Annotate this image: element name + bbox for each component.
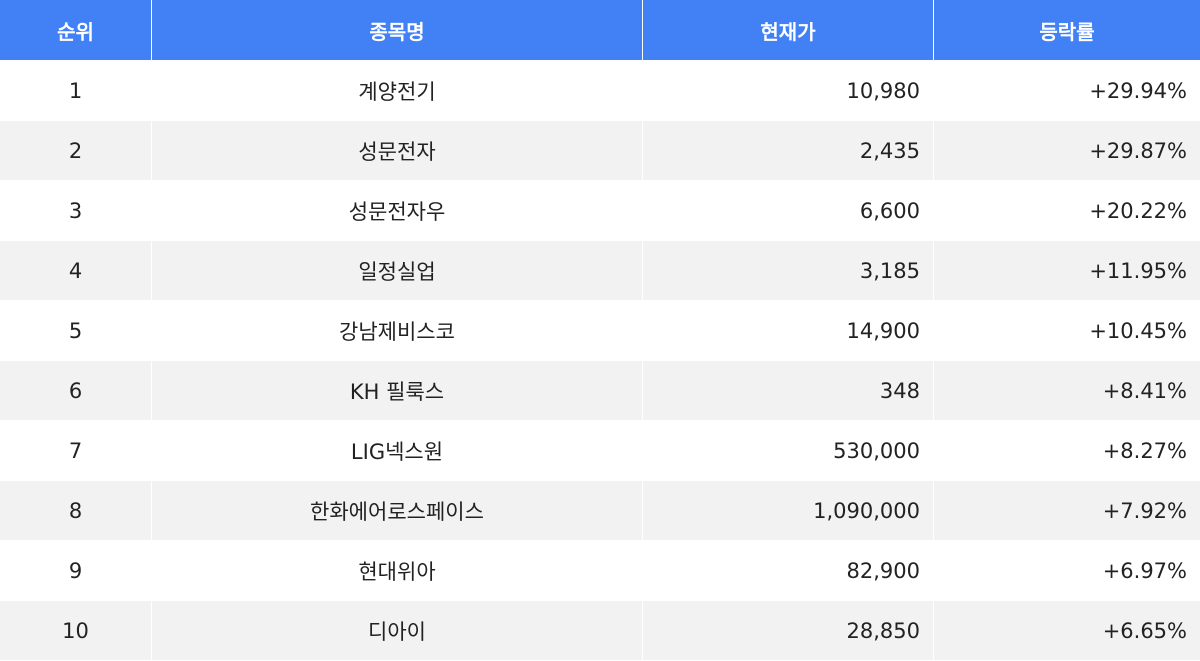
header-cell: 등락률 (934, 0, 1200, 60)
table-cell: LIG넥스원 (152, 420, 643, 480)
table-cell: 2 (0, 120, 152, 180)
table-cell: KH 필룩스 (152, 360, 643, 420)
table-cell: 계양전기 (152, 60, 643, 120)
table-cell: 4 (0, 240, 152, 300)
header-cell: 현재가 (643, 0, 934, 60)
table-cell: 3,185 (643, 240, 934, 300)
table-cell: 3 (0, 180, 152, 240)
table-cell: +6.65% (934, 600, 1200, 660)
table-cell: 9 (0, 540, 152, 600)
table-cell: +11.95% (934, 240, 1200, 300)
table-cell: 1,090,000 (643, 480, 934, 540)
table-cell: +29.94% (934, 60, 1200, 120)
table-cell: +10.45% (934, 300, 1200, 360)
header-cell: 종목명 (152, 0, 643, 60)
table-cell: +8.27% (934, 420, 1200, 480)
table-cell: +29.87% (934, 120, 1200, 180)
table-cell: 강남제비스코 (152, 300, 643, 360)
table-cell: 10,980 (643, 60, 934, 120)
table-cell: 현대위아 (152, 540, 643, 600)
header-cell: 순위 (0, 0, 152, 60)
table-cell: 디아이 (152, 600, 643, 660)
table-cell: 한화에어로스페이스 (152, 480, 643, 540)
table-cell: 530,000 (643, 420, 934, 480)
table-cell: +20.22% (934, 180, 1200, 240)
table-cell: 14,900 (643, 300, 934, 360)
table-cell: 성문전자 (152, 120, 643, 180)
table-cell: 6,600 (643, 180, 934, 240)
table-cell: 28,850 (643, 600, 934, 660)
table-cell: +8.41% (934, 360, 1200, 420)
table-cell: 8 (0, 480, 152, 540)
table-cell: 82,900 (643, 540, 934, 600)
table-cell: 10 (0, 600, 152, 660)
table-cell: 성문전자우 (152, 180, 643, 240)
table-cell: 5 (0, 300, 152, 360)
table-cell: 1 (0, 60, 152, 120)
table-cell: 6 (0, 360, 152, 420)
table-cell: 348 (643, 360, 934, 420)
table-cell: +7.92% (934, 480, 1200, 540)
table-cell: 7 (0, 420, 152, 480)
table-cell: 일정실업 (152, 240, 643, 300)
table-cell: +6.97% (934, 540, 1200, 600)
table-cell: 2,435 (643, 120, 934, 180)
